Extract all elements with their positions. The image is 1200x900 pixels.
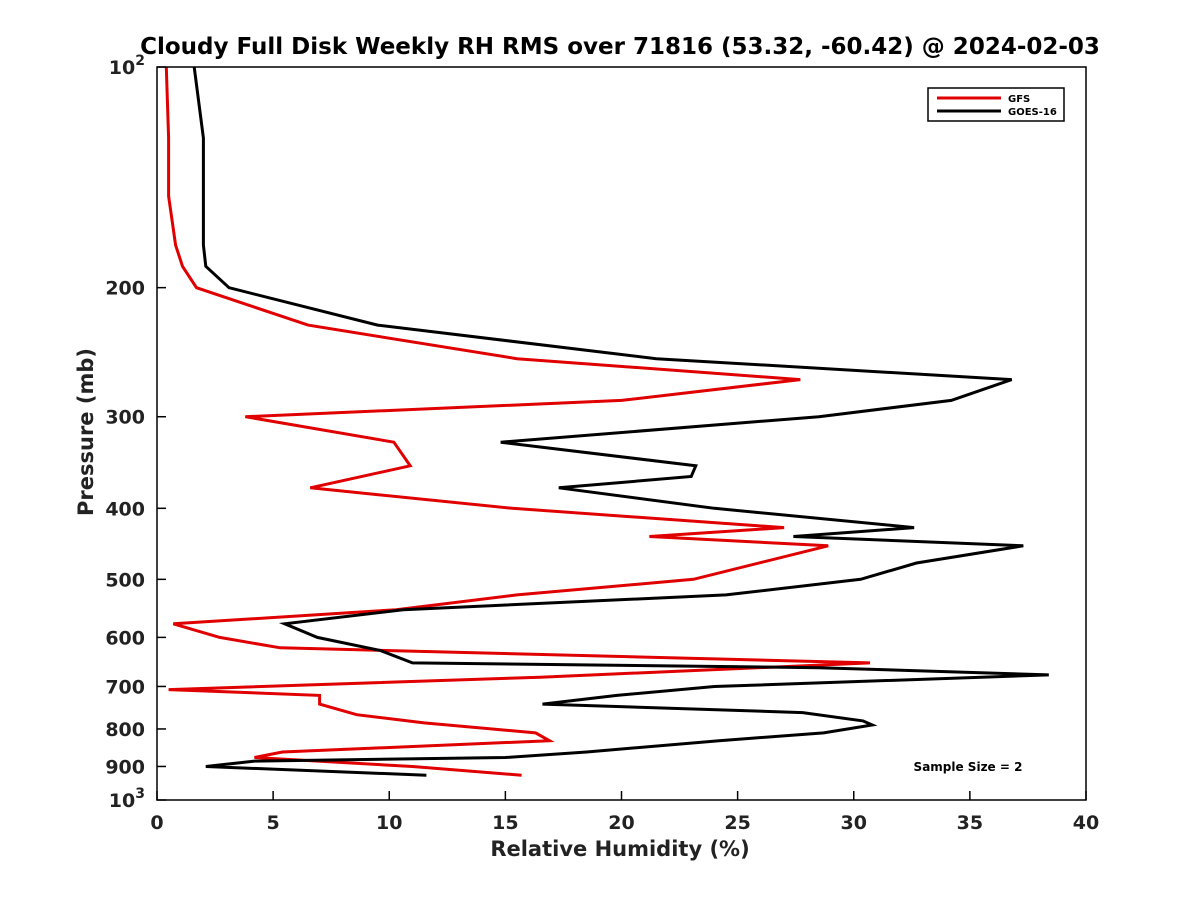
y-tick-label: 800 — [105, 719, 145, 741]
legend-box — [927, 87, 1065, 122]
x-tick-label: 15 — [492, 812, 518, 834]
x-tick-label: 40 — [1073, 812, 1099, 834]
series-line-goes-16 — [192, 67, 1049, 777]
y-tick-label: 500 — [105, 569, 145, 591]
x-tick-label: 35 — [957, 812, 983, 834]
y-tick-label: 102 — [109, 53, 145, 79]
x-axis: 0 5 10 15 20 25 30 35 40 — [150, 791, 1099, 834]
x-tick-label: 30 — [841, 812, 867, 834]
y-axis-label: Pressure (mb) — [74, 348, 98, 516]
y-tick-label: 300 — [105, 407, 145, 429]
y-tick-label: 103 — [109, 786, 145, 812]
chart-title: Cloudy Full Disk Weekly RH RMS over 7181… — [140, 34, 1100, 60]
x-tick-label: 0 — [150, 812, 163, 834]
x-tick-label: 25 — [724, 812, 750, 834]
legend-entry: GFS — [1008, 94, 1030, 105]
sample-size-annotation: Sample Size = 2 — [914, 760, 1023, 774]
y-tick-label: 400 — [105, 498, 145, 520]
y-tick-label: 900 — [105, 756, 145, 778]
x-tick-label: 5 — [267, 812, 280, 834]
y-tick-label: 600 — [105, 627, 145, 649]
legend-entry: GOES-16 — [1008, 107, 1057, 118]
y-tick-label: 200 — [105, 278, 145, 300]
y-tick-label: 700 — [105, 676, 145, 698]
legend: GFS GOES-16 — [927, 87, 1065, 122]
y-axis: 102 200 300 400 500 600 700 800 900 103 — [105, 53, 166, 812]
series-layer — [164, 67, 1049, 777]
x-tick-label: 20 — [608, 812, 634, 834]
x-axis-label: Relative Humidity (%) — [490, 837, 749, 861]
series-line-gfs — [164, 67, 871, 777]
x-tick-label: 10 — [376, 812, 402, 834]
